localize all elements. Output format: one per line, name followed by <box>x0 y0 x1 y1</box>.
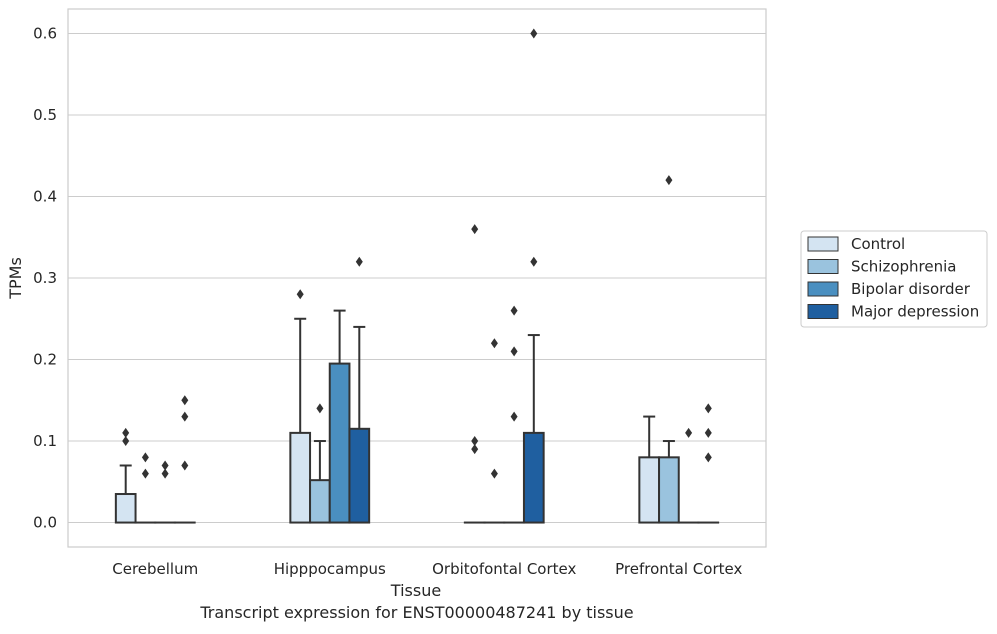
outlier-point <box>296 289 304 300</box>
y-tick-label: 0.5 <box>33 106 57 124</box>
outlier-point <box>665 175 673 186</box>
outlier-point <box>685 427 693 438</box>
y-tick-labels: 0.0 0.1 0.2 0.3 0.4 0.5 0.6 <box>33 24 57 531</box>
outlier-point <box>510 346 518 357</box>
legend: Control Schizophrenia Bipolar disorder Majo… <box>800 230 988 328</box>
y-tick-label: 0.1 <box>33 432 57 450</box>
y-tick-label: 0.2 <box>33 351 57 369</box>
outlier-point <box>471 224 479 235</box>
error-bars <box>119 309 675 495</box>
outlier-point <box>704 452 712 463</box>
legend-swatch <box>807 236 839 252</box>
outlier-point <box>122 436 130 447</box>
outlier-point <box>181 411 189 422</box>
legend-label: Schizophrenia <box>851 258 956 276</box>
outlier-point <box>510 305 518 316</box>
plot-frame <box>67 8 767 548</box>
outlier-point <box>181 395 189 406</box>
outlier-point <box>530 28 538 39</box>
legend-swatch <box>807 304 839 319</box>
outlier-point <box>471 436 479 447</box>
legend-frame <box>800 230 988 328</box>
outlier-point <box>490 338 498 349</box>
legend-label: Bipolar disorder <box>851 280 971 298</box>
x-axis-label: Tissue <box>390 581 441 600</box>
y-tick-label: 0.3 <box>33 269 57 287</box>
outlier-point <box>490 468 498 479</box>
legend-swatch <box>807 281 839 297</box>
figure-caption: Transcript expression for ENST0000048724… <box>200 603 634 622</box>
legend-label: Major depression <box>851 303 979 321</box>
y-axis-label: TPMs <box>6 257 25 300</box>
outlier-point <box>704 427 712 438</box>
x-tick-label: Cerebellum <box>112 560 198 578</box>
y-tick-label: 0.4 <box>33 187 57 205</box>
outlier-point <box>161 468 169 479</box>
outlier-point <box>141 468 149 479</box>
outlier-point <box>161 460 169 471</box>
y-tick-label: 0.0 <box>33 514 57 532</box>
bar <box>328 362 351 524</box>
legend-label: Control <box>851 235 905 253</box>
outlier-point <box>122 427 130 438</box>
y-tick-label: 0.6 <box>33 24 57 42</box>
bar <box>309 479 331 524</box>
outlier-point <box>510 411 518 422</box>
legend-swatch <box>807 259 839 274</box>
outlier-point <box>316 403 324 414</box>
outlier-points <box>122 28 712 479</box>
bar <box>522 431 545 524</box>
outlier-point <box>181 460 189 471</box>
bar <box>638 456 661 524</box>
outlier-point <box>471 444 479 455</box>
bar <box>658 456 680 524</box>
outlier-point <box>704 403 712 414</box>
bar <box>348 427 371 524</box>
outlier-point <box>141 452 149 463</box>
bar <box>114 493 137 524</box>
bar <box>289 431 312 524</box>
outlier-point <box>355 256 363 267</box>
x-tick-label: Prefrontal Cortex <box>615 560 742 578</box>
x-tick-label: Orbitofontal Cortex <box>432 560 576 578</box>
x-tick-labels: Cerebellum Hipppocampus Orbitofontal Corte… <box>112 560 742 578</box>
outlier-point <box>530 256 538 267</box>
x-tick-label: Hipppocampus <box>274 560 386 578</box>
